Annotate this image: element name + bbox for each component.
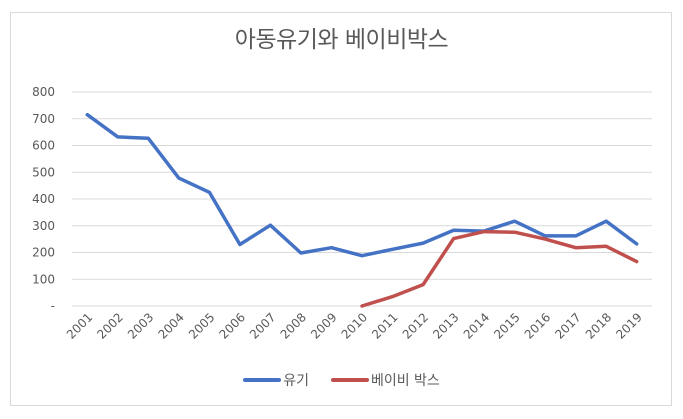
x-tick-label: 2009 bbox=[308, 310, 339, 341]
y-tick-label: 300 bbox=[32, 219, 55, 233]
x-tick-label: 2013 bbox=[430, 310, 461, 341]
x-tick-label: 2017 bbox=[552, 310, 583, 341]
x-tick-label: 2006 bbox=[217, 310, 248, 341]
x-tick-label: 2019 bbox=[613, 310, 644, 341]
x-tick-label: 2015 bbox=[491, 310, 522, 341]
legend-label: 베이비 박스 bbox=[370, 373, 440, 389]
y-axis-ticks: - 100 200 300 400 500 600 700 800 bbox=[32, 85, 55, 313]
series-line-baby-box bbox=[360, 229, 639, 308]
x-tick-label: 2001 bbox=[64, 310, 95, 341]
x-tick-label: 2014 bbox=[461, 310, 492, 341]
gridlines bbox=[72, 91, 652, 307]
x-axis-ticks: 2001 2002 2003 2004 2005 2006 2007 2008 2009 2010… bbox=[64, 310, 645, 341]
x-tick-label: 2007 bbox=[247, 310, 278, 341]
chart-frame bbox=[10, 12, 672, 406]
x-tick-label: 2010 bbox=[339, 310, 370, 341]
x-tick-label: 2005 bbox=[186, 310, 217, 341]
chart-title: 아동유기와 베이비박스 bbox=[234, 27, 449, 53]
y-tick-label: 400 bbox=[32, 192, 55, 206]
y-tick-label: 600 bbox=[32, 139, 55, 153]
y-tick-label: 500 bbox=[32, 165, 55, 179]
x-tick-label: 2018 bbox=[583, 310, 614, 341]
y-tick-label: 100 bbox=[32, 272, 55, 286]
legend: 유기 베이비 박스 bbox=[0, 370, 683, 390]
legend-swatch-blue bbox=[243, 378, 282, 382]
y-tick-label: 700 bbox=[32, 112, 55, 126]
x-tick-label: 2011 bbox=[369, 310, 400, 341]
x-tick-label: 2016 bbox=[522, 310, 553, 341]
y-tick-label: 200 bbox=[32, 246, 55, 260]
legend-item-baby-box: 베이비 박스 bbox=[330, 370, 440, 390]
x-tick-label: 2008 bbox=[278, 310, 309, 341]
x-tick-label: 2002 bbox=[94, 310, 125, 341]
series-line-abandonment bbox=[85, 112, 639, 258]
legend-swatch-red bbox=[330, 378, 369, 382]
series-lines bbox=[85, 112, 639, 308]
x-tick-label: 2003 bbox=[125, 310, 156, 341]
y-tick-label: 800 bbox=[32, 85, 55, 99]
x-tick-label: 2012 bbox=[400, 310, 431, 341]
y-tick-label: - bbox=[51, 299, 55, 313]
x-tick-label: 2004 bbox=[155, 310, 186, 341]
legend-label: 유기 bbox=[283, 373, 309, 389]
legend-item-abandonment: 유기 bbox=[243, 370, 309, 390]
